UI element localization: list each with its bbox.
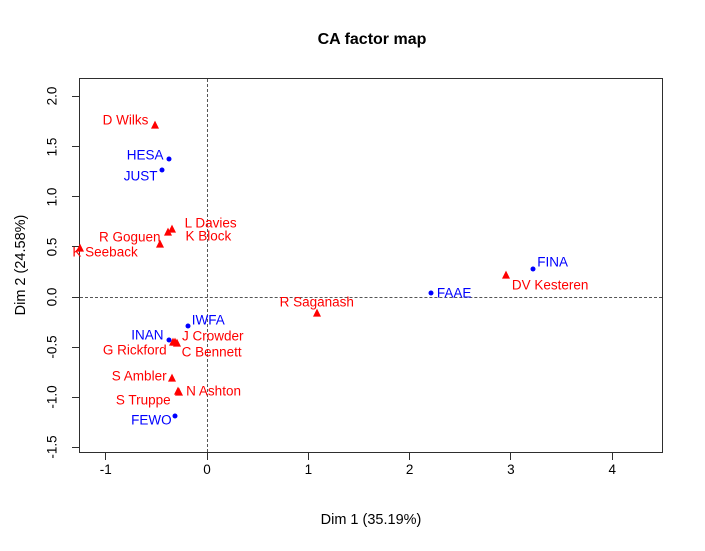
y-axis-tick: [72, 346, 79, 348]
data-point-label: N Ashton: [186, 383, 241, 399]
data-point-label: S Ambler: [111, 368, 167, 384]
data-point-marker-columns: [428, 290, 434, 296]
y-axis-tick: [72, 196, 79, 198]
x-axis-tick: [206, 453, 208, 460]
y-axis-tick: [72, 246, 79, 248]
data-point-marker-columns: [530, 266, 536, 272]
data-point-label: G Rickford: [102, 342, 167, 358]
y-axis-tick-label: -1.0: [44, 385, 60, 409]
data-point-marker-columns: [166, 156, 172, 162]
y-axis-tick: [72, 296, 79, 298]
data-point-label: D Wilks: [102, 111, 149, 127]
x-axis-title: Dim 1 (35.19%): [320, 512, 422, 528]
y-axis-tick-label: -0.5: [44, 335, 60, 359]
y-axis-tick: [72, 95, 79, 97]
data-point-label: FINA: [537, 254, 568, 270]
y-axis-tick-label: 0.0: [44, 287, 60, 307]
x-axis-tick-label: 0: [203, 462, 211, 477]
data-point-label: C Bennett: [181, 343, 242, 359]
x-axis-tick-label: 3: [507, 462, 515, 477]
data-point-marker-rows: [167, 373, 176, 382]
data-point-marker-columns: [166, 337, 172, 343]
y-axis-tick: [72, 146, 79, 148]
data-point-label: INAN: [131, 327, 164, 343]
y-axis-title: Dim 2 (24.58%): [13, 214, 29, 316]
y-axis-tick-label: -1.5: [44, 435, 60, 460]
zero-vline-dashed: [206, 79, 208, 452]
data-point-label: R Goguen: [98, 229, 161, 245]
x-axis-tick: [409, 453, 411, 460]
data-point-marker-columns: [159, 167, 165, 173]
y-axis-tick-label: 2.0: [44, 87, 60, 106]
data-point-marker-rows: [163, 227, 172, 236]
data-point-label: J Crowder: [182, 328, 244, 344]
x-axis-tick-label: 1: [304, 462, 313, 477]
x-axis-tick-label: 4: [608, 462, 616, 477]
x-axis-tick-label: 2: [405, 462, 414, 477]
data-point-marker-rows: [172, 338, 181, 347]
data-point-marker-columns: [172, 413, 178, 419]
y-axis-tick: [72, 396, 79, 398]
data-point-label: JUST: [123, 167, 158, 183]
data-point-label: FEWO: [131, 412, 172, 428]
data-point-marker-rows: [156, 239, 165, 248]
data-point-marker-rows: [501, 270, 510, 279]
y-axis-tick-label: 1.0: [44, 187, 60, 207]
x-axis-tick-label: -1: [99, 462, 112, 477]
data-point-label: IWFA: [191, 312, 225, 328]
y-axis-tick: [72, 446, 79, 448]
zero-hline-dashed: [80, 296, 662, 298]
y-axis-tick-label: 0.5: [44, 237, 60, 257]
x-axis-tick: [510, 453, 512, 460]
data-point-label: FAAE: [436, 285, 472, 301]
data-point-label: L Davies: [184, 215, 237, 231]
y-axis-tick-label: 1.5: [44, 137, 60, 156]
data-point-label: DV Kesteren: [511, 277, 589, 293]
data-point-label: R Saganash: [279, 294, 354, 310]
chart-title: CA factor map: [317, 31, 427, 48]
data-point-marker-rows: [168, 337, 177, 346]
data-point-label: HESA: [126, 146, 164, 162]
x-axis-tick: [105, 453, 107, 460]
data-point-label: K Seeback: [72, 244, 138, 260]
data-point-marker-rows: [151, 120, 160, 129]
data-point-label: S Truppe: [115, 392, 171, 408]
data-point-marker-rows: [76, 243, 85, 252]
data-point-marker-rows: [167, 224, 176, 233]
data-point-marker-rows: [175, 387, 184, 396]
data-point-label: K Block: [185, 228, 232, 244]
x-axis-tick: [307, 453, 309, 460]
plot-area: [79, 78, 663, 453]
data-point-marker-columns: [185, 323, 191, 329]
data-point-marker-rows: [312, 308, 321, 317]
x-axis-tick: [611, 453, 613, 460]
